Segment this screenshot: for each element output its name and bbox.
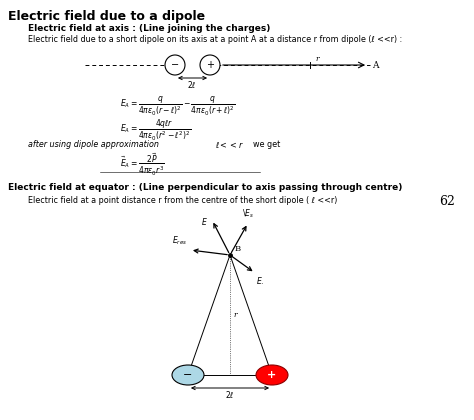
Text: $2\ell$: $2\ell$ xyxy=(187,79,197,90)
Text: Electric field at equator : (Line perpendicular to axis passing through centre): Electric field at equator : (Line perpen… xyxy=(8,183,402,192)
Text: −: − xyxy=(183,370,193,380)
Text: $\vec{E}_A = \dfrac{2\vec{P}}{4\pi\varepsilon_0 r^3}$: $\vec{E}_A = \dfrac{2\vec{P}}{4\pi\varep… xyxy=(120,152,164,178)
Text: we get: we get xyxy=(248,140,280,149)
Text: Electric field at axis : (Line joining the charges): Electric field at axis : (Line joining t… xyxy=(28,24,270,33)
Text: Electric field due to a dipole: Electric field due to a dipole xyxy=(8,10,205,23)
Text: r: r xyxy=(233,311,237,319)
Ellipse shape xyxy=(172,365,204,385)
Text: $E_A = \dfrac{4q\ell r}{4\pi\varepsilon_0(r^2-\ell^2)^2}$: $E_A = \dfrac{4q\ell r}{4\pi\varepsilon_… xyxy=(120,118,191,143)
Text: +: + xyxy=(206,60,214,70)
Text: B: B xyxy=(235,245,241,253)
Text: Electric field at a point distance r from the centre of the short dipole ( ℓ <<r: Electric field at a point distance r fro… xyxy=(28,196,337,205)
Text: $\ell << r$: $\ell << r$ xyxy=(215,140,244,150)
Text: $E_A = \dfrac{q}{4\pi\varepsilon_0(r-\ell)^2} - \dfrac{q}{4\pi\varepsilon_0(r+\e: $E_A = \dfrac{q}{4\pi\varepsilon_0(r-\el… xyxy=(120,95,236,118)
Circle shape xyxy=(200,55,220,75)
Circle shape xyxy=(165,55,185,75)
Text: +: + xyxy=(267,370,277,380)
Ellipse shape xyxy=(256,365,288,385)
Text: Electric field due to a short dipole on its axis at a point A at a distance r fr: Electric field due to a short dipole on … xyxy=(28,35,402,44)
Text: $E$: $E$ xyxy=(201,216,208,227)
Text: $2\ell$: $2\ell$ xyxy=(225,389,235,400)
Text: $\backslash E_s$: $\backslash E_s$ xyxy=(242,207,254,220)
Text: −: − xyxy=(171,60,179,70)
Text: $E_{res}$: $E_{res}$ xyxy=(172,234,187,247)
Text: 62: 62 xyxy=(439,195,455,208)
Text: after using dipole approximation: after using dipole approximation xyxy=(28,140,159,149)
Text: A: A xyxy=(372,60,379,69)
Text: $E.$: $E.$ xyxy=(256,275,264,286)
Text: r: r xyxy=(315,55,319,63)
